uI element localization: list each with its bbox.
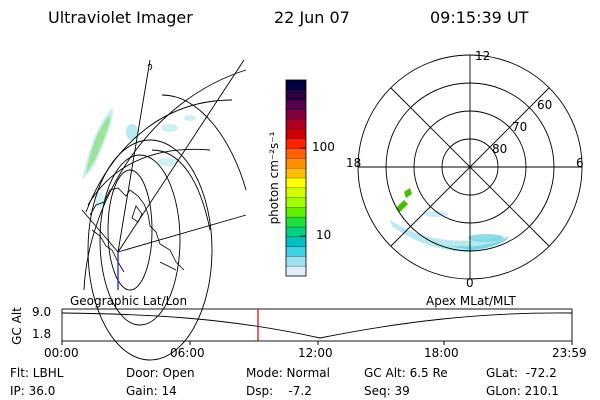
instrument-title: Ultraviolet Imager xyxy=(48,8,193,27)
mlt-label-18: 18 xyxy=(346,156,362,170)
seq-info: Seq: 39 xyxy=(364,384,410,398)
time-label: 09:15:39 UT xyxy=(430,8,529,27)
y-tick-9: 9.0 xyxy=(32,305,52,319)
colorbar-segment xyxy=(286,148,306,159)
colorbar xyxy=(286,80,306,277)
colorbar-segment xyxy=(286,168,306,179)
colorbar-segment xyxy=(286,227,306,238)
mlt-label-6: 6 xyxy=(576,156,584,170)
door-info: Door: Open xyxy=(126,366,195,380)
colorbar-segment xyxy=(286,119,306,130)
colorbar-segment xyxy=(286,187,306,199)
colorbar-unit-label: photon cm⁻²s⁻¹ xyxy=(267,131,281,225)
gc-alt-info: GC Alt: 6.5 Re xyxy=(364,366,448,380)
glon-info: GLon: 210.1 xyxy=(486,384,559,398)
colorbar-tick-10: 10 xyxy=(316,228,332,242)
colorbar-segment xyxy=(286,236,306,248)
geographic-map-panel xyxy=(81,59,247,361)
glat-info: GLat: -72.2 xyxy=(486,366,557,380)
colorbar-segment xyxy=(286,129,306,140)
mode-info: Mode: Normal xyxy=(246,366,330,380)
ip-info: IP: 36.0 xyxy=(10,384,56,398)
apex-coord-label: Apex MLat/MLT xyxy=(426,294,516,308)
colorbar-segment xyxy=(286,158,306,169)
colorbar-tick-100: 100 xyxy=(312,140,335,154)
colorbar-segment xyxy=(286,256,306,267)
colorbar-segment xyxy=(286,178,306,189)
mlt-label-12: 12 xyxy=(475,49,491,63)
colorbar-segment xyxy=(286,89,306,101)
geo-coord-label: Geographic Lat/Lon xyxy=(70,294,188,308)
colorbar-segment xyxy=(286,197,306,208)
colorbar-segment xyxy=(286,138,306,150)
colorbar-segment xyxy=(286,80,306,91)
x-tick-1800: 18:00 xyxy=(424,346,459,360)
filter-info: Flt: LBHL xyxy=(10,366,64,380)
polar-mlt-plot xyxy=(357,54,583,280)
aurora-band-geo-outer xyxy=(82,108,114,180)
lat-label-60: 60 xyxy=(537,98,553,112)
gain-info: Gain: 14 xyxy=(126,384,177,398)
colorbar-segment xyxy=(286,246,306,257)
x-tick-0000: 00:00 xyxy=(44,346,79,360)
x-tick-2359: 23:59 xyxy=(552,346,587,360)
mlt-label-0: 0 xyxy=(466,276,474,290)
colorbar-segment xyxy=(286,109,306,120)
colorbar-segment xyxy=(286,266,306,277)
x-tick-1200: 12:00 xyxy=(298,346,333,360)
dsp-info: Dsp: -7.2 xyxy=(246,384,312,398)
lat-label-80: 80 xyxy=(492,142,508,156)
gc-alt-axis-title: GC Alt xyxy=(10,307,24,345)
x-tick-0600: 06:00 xyxy=(170,346,205,360)
date-label: 22 Jun 07 xyxy=(274,8,350,27)
colorbar-segment xyxy=(286,207,306,218)
colorbar-segment xyxy=(286,99,306,110)
lat-label-70: 70 xyxy=(512,120,528,134)
y-tick-1.8: 1.8 xyxy=(32,327,52,341)
altitude-timeline xyxy=(61,308,573,345)
colorbar-segment xyxy=(286,217,306,228)
